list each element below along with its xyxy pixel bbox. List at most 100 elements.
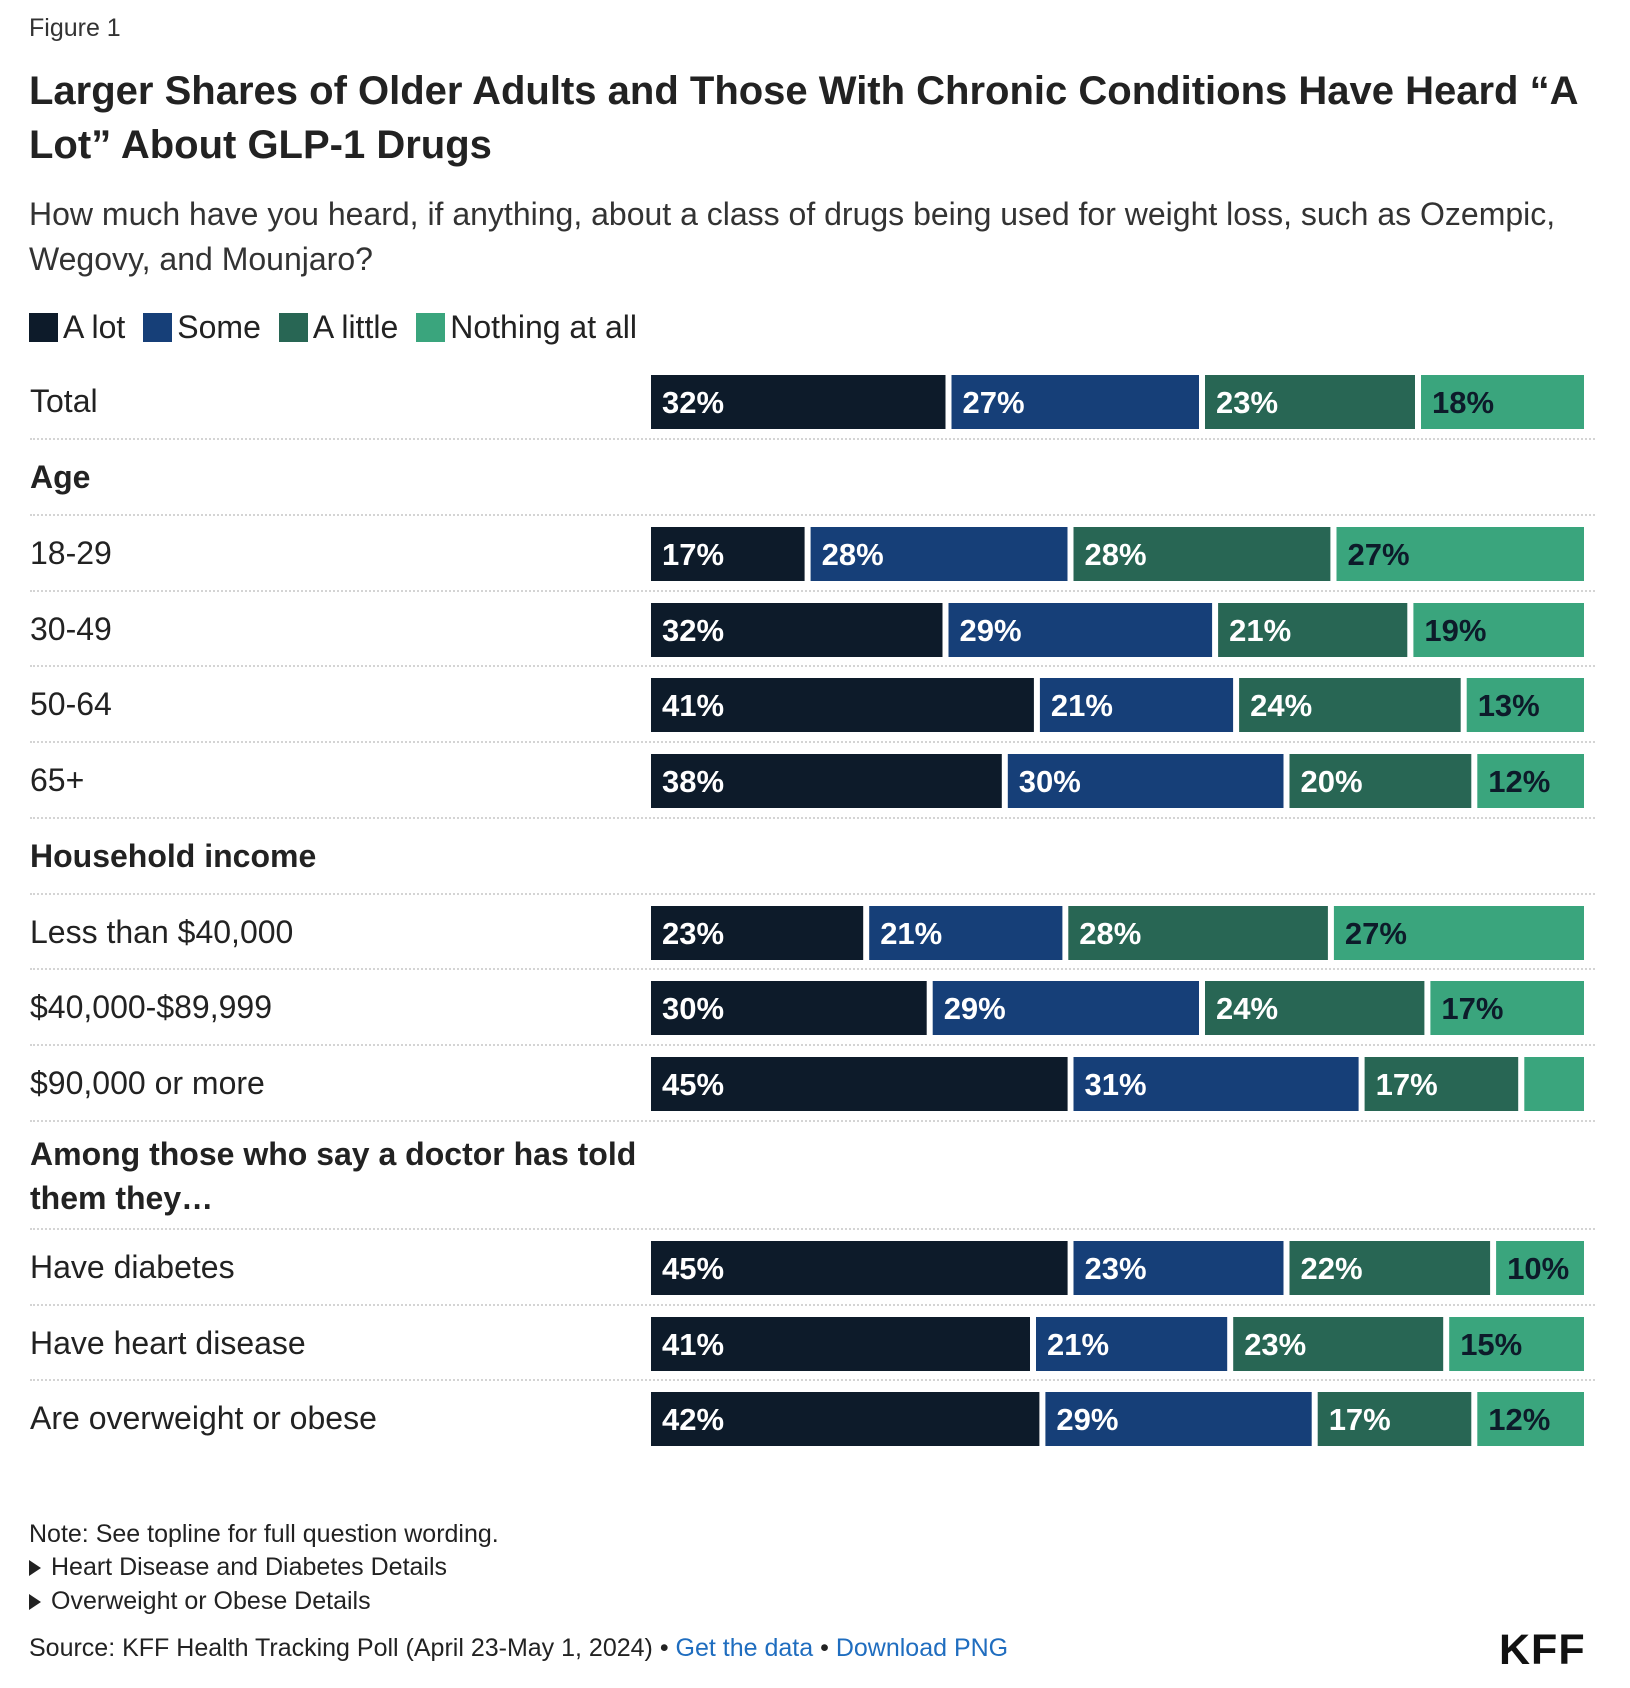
bar-segment-a-little[interactable] (1205, 375, 1415, 429)
bar-segment-nothing[interactable] (1477, 1392, 1584, 1446)
data-label-some: 23% (1085, 1251, 1147, 1286)
data-label-a-little: 24% (1250, 688, 1312, 723)
bar-segment-nothing[interactable] (1413, 603, 1584, 657)
bar-segment-a-lot[interactable] (651, 603, 943, 657)
row-label-heart-disease: Have heart disease (30, 1325, 306, 1361)
bar-segment-nothing[interactable] (1336, 527, 1585, 581)
figure-label: Figure 1 (29, 14, 121, 42)
bar-segment-a-lot[interactable] (651, 906, 864, 960)
row-divider (30, 665, 1595, 667)
row-label-diabetes: Have diabetes (30, 1249, 235, 1285)
bar-segment-a-lot[interactable] (651, 1392, 1040, 1446)
bar-segment-some[interactable] (869, 906, 1063, 960)
data-label-a-little: 23% (1244, 1327, 1306, 1362)
legend-item-some[interactable]: Some (143, 309, 261, 346)
data-label-a-lot: 45% (662, 1251, 724, 1286)
data-label-some: 27% (963, 385, 1025, 420)
bar-segment-some[interactable] (1045, 1392, 1312, 1446)
row-label-total: Total (30, 383, 98, 419)
data-label-a-lot: 17% (662, 537, 724, 572)
bar-segment-nothing[interactable] (1333, 906, 1584, 960)
row-divider (30, 514, 1595, 516)
legend-item-a-lot[interactable]: A lot (29, 309, 125, 346)
legend-label-nothing: Nothing at all (450, 308, 638, 345)
bar-segment-a-little[interactable] (1317, 1392, 1472, 1446)
details-overweight[interactable]: Overweight or Obese Details (29, 1587, 371, 1616)
data-label-a-lot: 32% (662, 613, 724, 648)
bar-segment-nothing[interactable] (1421, 375, 1584, 429)
bar-segment-nothing[interactable] (1449, 1317, 1584, 1371)
row-label-income-low: Less than $40,000 (30, 914, 294, 950)
legend-swatch-a-lot (29, 312, 58, 342)
bar-segment-nothing[interactable] (1466, 678, 1584, 732)
data-label-a-little: 17% (1329, 1402, 1391, 1437)
legend-item-nothing[interactable]: Nothing at all (416, 309, 637, 346)
bar-segment-a-lot[interactable] (651, 678, 1034, 732)
group-heading-income: Household income (30, 838, 317, 874)
row-divider (30, 893, 1595, 895)
bar-segment-a-little[interactable] (1239, 678, 1461, 732)
data-label-a-little: 20% (1301, 764, 1363, 799)
bar-segment-a-lot[interactable] (651, 1057, 1068, 1111)
data-label-a-little: 28% (1079, 916, 1141, 951)
bar-segment-some[interactable] (1073, 1241, 1284, 1295)
bar-segment-some[interactable] (1007, 754, 1284, 808)
data-label-a-lot: 45% (662, 1067, 724, 1102)
bar-segment-a-lot[interactable] (651, 1241, 1068, 1295)
data-label-a-lot: 42% (662, 1402, 724, 1437)
data-label-a-little: 28% (1085, 537, 1147, 572)
bar-segment-some[interactable] (1073, 1057, 1359, 1111)
details-heart-diabetes[interactable]: Heart Disease and Diabetes Details (29, 1553, 447, 1582)
separator: • (659, 1634, 669, 1662)
data-label-a-lot: 38% (662, 764, 724, 799)
bar-segment-some[interactable] (948, 603, 1213, 657)
bar-segment-some[interactable] (810, 527, 1068, 581)
legend-item-a-little[interactable]: A little (278, 309, 398, 346)
bar-segment-some[interactable] (951, 375, 1200, 429)
data-label-some: 21% (1047, 1327, 1109, 1362)
row-label-income-high: $90,000 or more (30, 1065, 265, 1101)
row-divider (30, 968, 1595, 970)
chart-title: Larger Shares of Older Adults and Those … (29, 69, 1577, 167)
row-label-30-49: 30-49 (30, 611, 112, 647)
bar-segment-a-lot[interactable] (651, 754, 1002, 808)
bar-segment-some[interactable] (1036, 1317, 1228, 1371)
bar-segment-nothing[interactable] (1430, 981, 1584, 1035)
bar-segment-some[interactable] (1039, 678, 1234, 732)
kff-logo: KFF (1499, 1626, 1586, 1674)
bar-segment-a-little[interactable] (1205, 981, 1425, 1035)
bar-segment-nothing[interactable] (1477, 754, 1584, 808)
row-divider (30, 438, 1595, 440)
bar-segment-a-lot[interactable] (651, 981, 927, 1035)
bar-segment-a-little[interactable] (1218, 603, 1408, 657)
bar-segment-a-lot[interactable] (651, 375, 946, 429)
bar-segment-nothing[interactable] (1496, 1241, 1584, 1295)
bar-segment-a-lot[interactable] (651, 1317, 1030, 1371)
bar-segment-a-little[interactable] (1289, 1241, 1491, 1295)
data-label-a-lot: 41% (662, 688, 724, 723)
data-label-some: 31% (1085, 1067, 1147, 1102)
bar-segment-a-little[interactable] (1068, 906, 1328, 960)
bar-segment-a-little[interactable] (1233, 1317, 1444, 1371)
triangle-right-icon (29, 1593, 41, 1610)
download-png-link[interactable]: Download PNG (835, 1634, 1009, 1662)
row-label-50-64: 50-64 (30, 686, 112, 722)
bar-segment-a-little[interactable] (1073, 527, 1331, 581)
footnote: Note: See topline for full question word… (29, 1520, 499, 1548)
row-divider (30, 590, 1595, 592)
bar-segment-nothing[interactable] (1524, 1057, 1584, 1111)
bar-segment-a-lot[interactable] (651, 527, 805, 581)
row-label-overweight: Are overweight or obese (30, 1400, 377, 1436)
bar-segment-a-little[interactable] (1364, 1057, 1519, 1111)
data-label-some: 29% (1056, 1402, 1118, 1437)
data-label-a-little: 17% (1376, 1067, 1438, 1102)
data-label-nothing: 12% (1488, 1402, 1550, 1437)
get-data-link[interactable]: Get the data (675, 1634, 814, 1662)
data-label-some: 21% (880, 916, 942, 951)
data-label-nothing: 12% (1488, 764, 1550, 799)
row-divider (30, 1228, 1595, 1230)
triangle-right-icon (29, 1559, 41, 1576)
bar-segment-a-little[interactable] (1289, 754, 1472, 808)
bar-segment-some[interactable] (932, 981, 1199, 1035)
